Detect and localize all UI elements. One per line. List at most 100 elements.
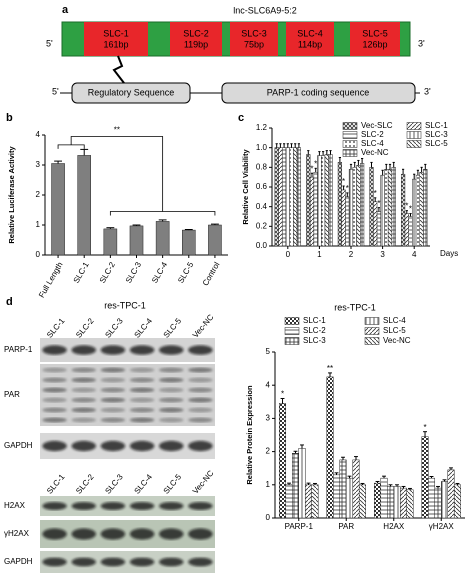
x-tick-label: γH2AX xyxy=(429,522,455,531)
panel-label: c xyxy=(238,112,244,124)
bar xyxy=(428,477,436,519)
bar xyxy=(352,459,360,519)
legend-label: SLC-2 xyxy=(303,326,326,335)
band xyxy=(188,367,213,373)
band xyxy=(129,557,155,567)
bar xyxy=(408,216,413,247)
band xyxy=(159,557,184,567)
band xyxy=(71,377,96,383)
x-tick-label: 0 xyxy=(286,250,291,259)
y-tick-label: 0.0 xyxy=(256,241,268,250)
legend-label: SLC-1 xyxy=(303,316,326,325)
bar xyxy=(376,211,381,247)
y-tick-label: 2 xyxy=(266,447,271,456)
band xyxy=(129,367,155,373)
band xyxy=(188,440,213,452)
bar xyxy=(423,169,428,247)
band xyxy=(71,440,96,452)
bar xyxy=(328,154,333,247)
bar xyxy=(419,172,424,247)
bar xyxy=(281,147,287,247)
bar xyxy=(182,229,196,256)
significance: * xyxy=(346,184,349,193)
y-tick-label: 0 xyxy=(266,513,271,522)
band xyxy=(188,557,213,567)
bar xyxy=(304,484,312,519)
bar xyxy=(415,174,421,247)
significance: * xyxy=(405,202,408,211)
band xyxy=(100,367,126,373)
blot-strip xyxy=(40,338,215,362)
legend-swatch xyxy=(284,317,300,325)
y-tick-label: 0.6 xyxy=(256,182,268,191)
band xyxy=(100,387,126,393)
y-tick-label: 2 xyxy=(36,190,41,199)
legend-label: Vec-SLC xyxy=(361,121,393,130)
band xyxy=(100,417,126,423)
bar xyxy=(285,147,290,247)
bar xyxy=(356,165,361,247)
bar xyxy=(374,482,382,519)
band xyxy=(188,345,213,355)
bar xyxy=(358,484,366,519)
bar xyxy=(309,176,315,247)
lane-label: SLC-5 xyxy=(162,472,184,496)
bar xyxy=(311,484,319,519)
segment xyxy=(230,22,278,56)
lane-label: SLC-2 xyxy=(74,472,96,496)
band xyxy=(42,440,67,452)
segment xyxy=(84,22,148,56)
blot-strip xyxy=(40,520,215,548)
legend-swatch xyxy=(342,122,358,130)
y-axis-label: Relative Protein Expression xyxy=(245,385,254,485)
band xyxy=(71,557,96,567)
band xyxy=(159,417,184,423)
band xyxy=(100,397,126,403)
panel-label: b xyxy=(6,112,13,124)
significance: * xyxy=(409,205,412,214)
bar xyxy=(333,474,341,519)
bar xyxy=(292,453,299,519)
row-label: PARP-1 xyxy=(4,345,33,354)
band xyxy=(159,407,184,413)
bar xyxy=(380,477,388,519)
lane-label: SLC-1 xyxy=(45,472,67,496)
band xyxy=(129,407,155,413)
y-tick-label: 3 xyxy=(36,160,41,169)
bar xyxy=(406,489,414,519)
y-tick-label: 0.8 xyxy=(256,162,268,171)
legend-swatch xyxy=(284,337,300,345)
band xyxy=(129,345,155,355)
bar xyxy=(421,436,429,519)
band xyxy=(42,417,67,423)
band xyxy=(42,407,67,413)
segment-name: SLC-5 xyxy=(362,28,388,38)
bar xyxy=(453,484,461,519)
lane-label: SLC-3 xyxy=(103,472,125,496)
segment-length: 114bp xyxy=(298,39,322,49)
segment xyxy=(286,22,334,56)
row-label: γH2AX xyxy=(4,529,30,538)
band xyxy=(159,377,184,383)
bar xyxy=(380,174,385,247)
band xyxy=(159,345,184,355)
five-prime: 5' xyxy=(52,86,59,96)
band xyxy=(71,502,96,510)
x-tick-label: SLC-1 xyxy=(72,260,91,285)
panel-label: a xyxy=(62,4,69,16)
band xyxy=(100,345,126,355)
segment-name: SLC-4 xyxy=(297,28,323,38)
blot-strip xyxy=(40,433,215,459)
y-tick-label: 5 xyxy=(266,347,271,356)
band xyxy=(188,502,213,510)
blot-strip xyxy=(40,496,215,516)
legend-swatch xyxy=(342,149,358,157)
y-tick-label: 1 xyxy=(36,220,41,229)
segment-name: SLC-1 xyxy=(103,28,129,38)
x-tick-label: SLC-5 xyxy=(176,260,195,285)
bar xyxy=(391,167,396,247)
y-tick-label: 3 xyxy=(266,414,271,423)
coding-label: PARP-1 coding sequence xyxy=(267,87,369,97)
segment-name: SLC-2 xyxy=(183,28,209,38)
panel-label: d xyxy=(6,296,13,308)
